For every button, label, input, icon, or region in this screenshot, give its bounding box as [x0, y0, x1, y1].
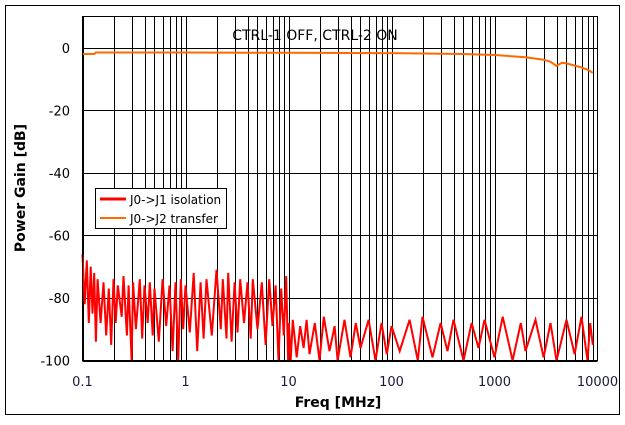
y-tick-label: -80: [49, 292, 70, 307]
series-line-isolation: [81, 254, 594, 361]
legend-box: [95, 188, 227, 229]
series-layer: [81, 51, 594, 361]
y-tick-label: -100: [40, 355, 70, 370]
legend-label-transfer: J0->J2 transfer: [129, 212, 218, 226]
x-tick-label: 1: [181, 375, 189, 390]
x-tick-labels: 0.1 1 10 100 1000 10000: [72, 375, 618, 390]
x-axis-label: Freq [MHz]: [295, 395, 382, 411]
y-tick-label: -20: [49, 104, 70, 119]
y-axis-label: Power Gain [dB]: [13, 124, 29, 252]
x-tick-label: 100: [379, 375, 404, 390]
legend: J0->J1 isolation J0->J2 transfer: [95, 188, 227, 229]
y-tick-label: -40: [49, 167, 70, 182]
y-tick-label: -60: [49, 229, 70, 244]
x-tick-label: 0.1: [72, 375, 93, 390]
plot-area-frame: [82, 16, 598, 361]
legend-label-isolation: J0->J1 isolation: [129, 193, 221, 207]
x-tick-label: 10: [280, 375, 297, 390]
x-tick-label: 1000: [478, 375, 511, 390]
x-tick-label: 10000: [577, 375, 618, 390]
chart-title: CTRL-1 OFF, CTRL-2 ON: [232, 28, 398, 44]
series-line-transfer: [82, 51, 594, 74]
y-tick-label: 0: [62, 42, 70, 57]
y-tick-labels: 0 -20 -40 -60 -80 -100: [40, 42, 70, 370]
